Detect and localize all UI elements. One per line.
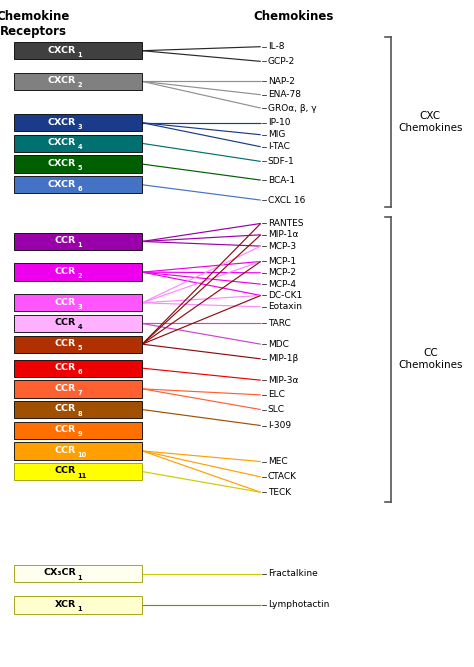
Text: 1: 1 <box>77 52 82 57</box>
Text: 11: 11 <box>77 473 87 478</box>
Text: ENA-78: ENA-78 <box>268 90 301 99</box>
FancyBboxPatch shape <box>14 336 142 353</box>
Text: 2: 2 <box>77 273 82 279</box>
FancyBboxPatch shape <box>14 422 142 439</box>
Text: BCA-1: BCA-1 <box>268 175 295 185</box>
Text: 6: 6 <box>77 370 82 375</box>
Text: CCR: CCR <box>55 404 76 414</box>
Text: DC-CK1: DC-CK1 <box>268 291 302 300</box>
Text: CCR: CCR <box>55 267 76 276</box>
Text: CX₃CR: CX₃CR <box>43 568 76 578</box>
Text: MIP-3α: MIP-3α <box>268 376 298 385</box>
Text: 6: 6 <box>77 186 82 191</box>
Text: Lymphotactin: Lymphotactin <box>268 600 329 610</box>
Text: 5: 5 <box>77 346 82 351</box>
Text: CCR: CCR <box>55 384 76 393</box>
Text: CXCR: CXCR <box>47 159 76 168</box>
FancyBboxPatch shape <box>14 155 142 173</box>
FancyBboxPatch shape <box>14 315 142 332</box>
Text: CCR: CCR <box>55 236 76 245</box>
Text: MCP-2: MCP-2 <box>268 268 296 277</box>
FancyBboxPatch shape <box>14 380 142 398</box>
Text: Chemokine
Receptors: Chemokine Receptors <box>0 10 70 38</box>
Text: CXCR: CXCR <box>47 76 76 85</box>
Text: IP-10: IP-10 <box>268 118 290 127</box>
Text: MCP-3: MCP-3 <box>268 241 296 251</box>
Text: GCP-2: GCP-2 <box>268 57 295 66</box>
Text: MCP-1: MCP-1 <box>268 257 296 266</box>
Text: I-309: I-309 <box>268 421 291 430</box>
Text: CCR: CCR <box>55 318 76 327</box>
Text: Chemokines: Chemokines <box>254 10 334 23</box>
FancyBboxPatch shape <box>14 135 142 152</box>
Text: CCR: CCR <box>55 363 76 372</box>
Text: 2: 2 <box>77 83 82 88</box>
Text: SLC: SLC <box>268 405 285 414</box>
Text: Fractalkine: Fractalkine <box>268 569 318 578</box>
Text: TECK: TECK <box>268 488 291 497</box>
Text: CCR: CCR <box>55 466 76 476</box>
Text: 5: 5 <box>77 165 82 171</box>
Text: MIP-1α: MIP-1α <box>268 230 298 239</box>
Text: NAP-2: NAP-2 <box>268 77 295 86</box>
Text: Eotaxin: Eotaxin <box>268 302 302 311</box>
Text: CCR: CCR <box>55 425 76 434</box>
FancyBboxPatch shape <box>14 233 142 250</box>
FancyBboxPatch shape <box>14 73 142 90</box>
Text: IL-8: IL-8 <box>268 42 284 51</box>
Text: 10: 10 <box>77 452 87 458</box>
Text: CXC
Chemokines: CXC Chemokines <box>398 111 463 133</box>
Text: 1: 1 <box>77 575 82 580</box>
Text: 4: 4 <box>77 145 82 150</box>
Text: CXCR: CXCR <box>47 117 76 127</box>
Text: 1: 1 <box>77 606 82 612</box>
FancyBboxPatch shape <box>14 42 142 59</box>
FancyBboxPatch shape <box>14 294 142 311</box>
Text: RANTES: RANTES <box>268 219 303 228</box>
Text: MIG: MIG <box>268 130 285 139</box>
Text: 4: 4 <box>77 325 82 330</box>
Text: CC
Chemokines: CC Chemokines <box>398 348 463 370</box>
Text: GROα, β, γ: GROα, β, γ <box>268 103 317 113</box>
Text: MDC: MDC <box>268 340 289 349</box>
Text: MIP-1β: MIP-1β <box>268 354 298 364</box>
Text: SDF-1: SDF-1 <box>268 157 294 166</box>
FancyBboxPatch shape <box>14 114 142 131</box>
FancyBboxPatch shape <box>14 401 142 418</box>
Text: CCR: CCR <box>55 339 76 348</box>
Text: CTACK: CTACK <box>268 472 297 482</box>
Text: 3: 3 <box>77 304 82 309</box>
Text: 8: 8 <box>77 411 82 416</box>
Text: MCP-4: MCP-4 <box>268 279 296 289</box>
Text: CXCL 16: CXCL 16 <box>268 195 305 205</box>
Text: MEC: MEC <box>268 457 287 466</box>
Text: 7: 7 <box>77 390 82 396</box>
FancyBboxPatch shape <box>14 596 142 614</box>
Text: CCR: CCR <box>55 297 76 307</box>
FancyBboxPatch shape <box>14 442 142 460</box>
FancyBboxPatch shape <box>14 360 142 377</box>
Text: CXCR: CXCR <box>47 45 76 55</box>
Text: 9: 9 <box>77 432 82 437</box>
FancyBboxPatch shape <box>14 565 142 582</box>
Text: TARC: TARC <box>268 319 291 328</box>
Text: 3: 3 <box>77 124 82 129</box>
FancyBboxPatch shape <box>14 463 142 480</box>
Text: I-TAC: I-TAC <box>268 142 290 151</box>
Text: 1: 1 <box>77 243 82 248</box>
Text: CXCR: CXCR <box>47 138 76 147</box>
FancyBboxPatch shape <box>14 176 142 193</box>
FancyBboxPatch shape <box>14 263 142 281</box>
Text: XCR: XCR <box>55 600 76 609</box>
Text: CXCR: CXCR <box>47 179 76 189</box>
Text: ELC: ELC <box>268 390 285 400</box>
Text: CCR: CCR <box>55 446 76 455</box>
